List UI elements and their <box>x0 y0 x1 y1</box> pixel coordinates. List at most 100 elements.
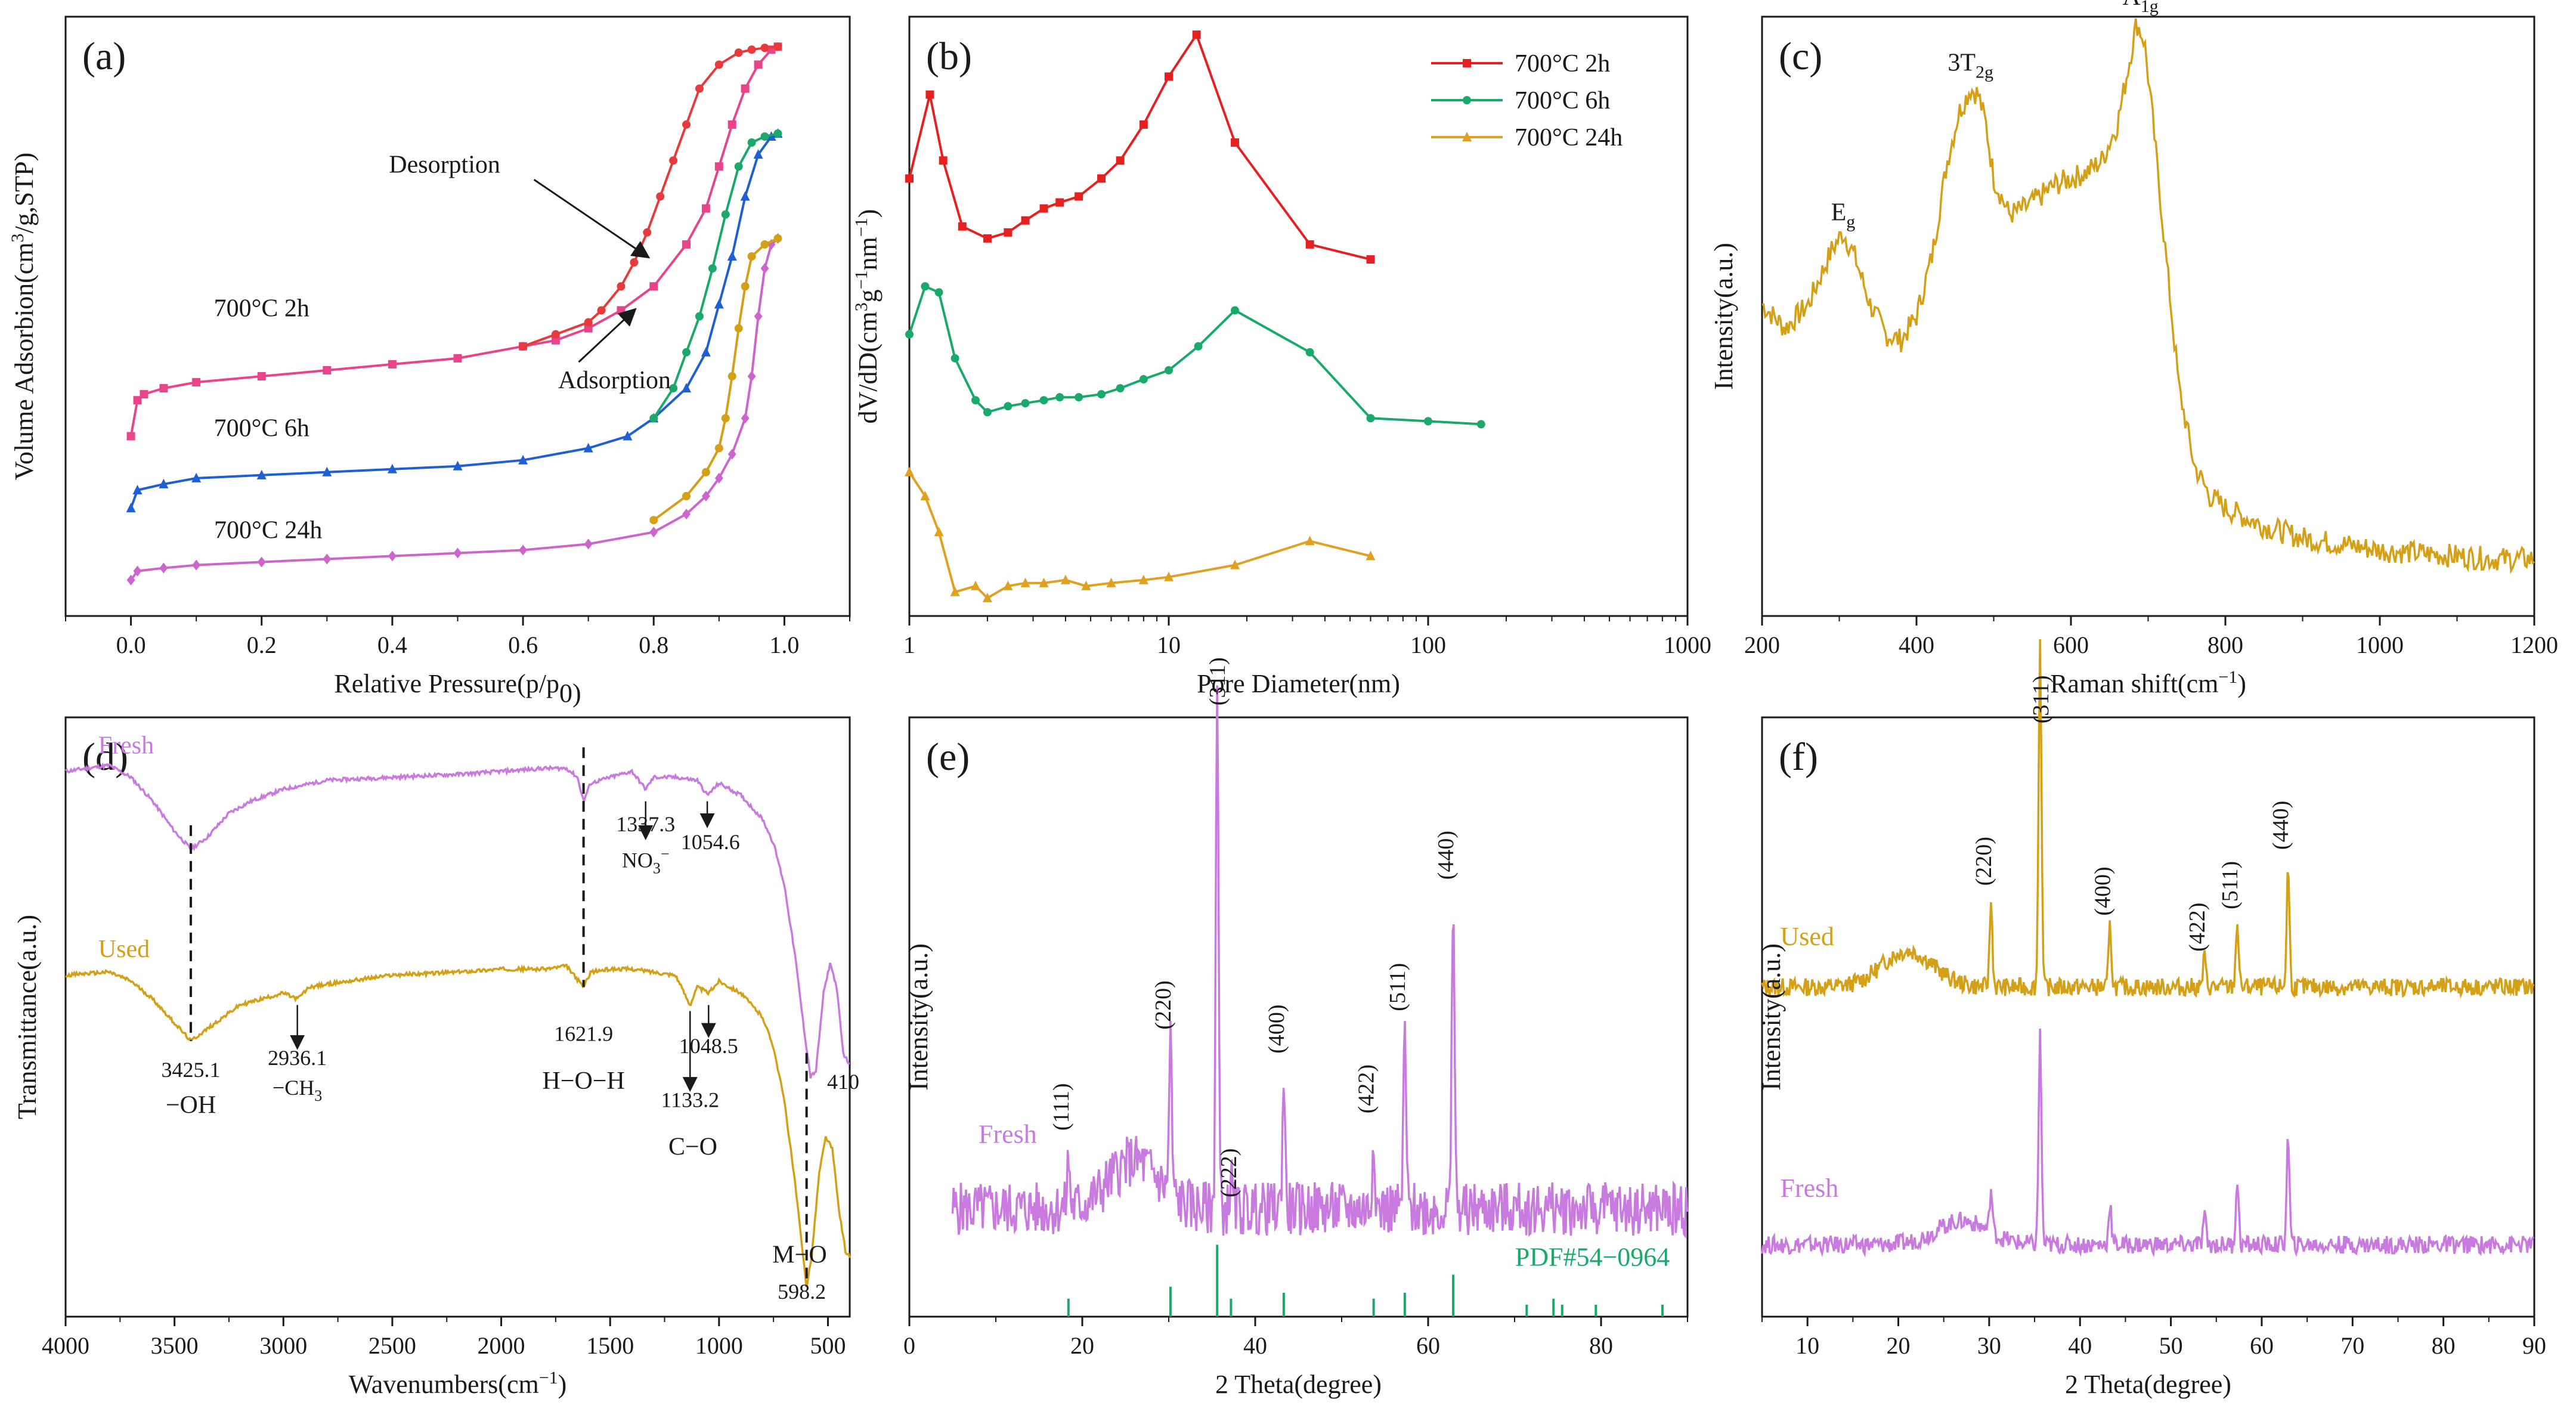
panel-d: 4000 3500 3000 2500 2000 1500 1000 500(d)Wavenu… <box>13 716 859 1399</box>
x-axis-label: 2 Theta(degree) <box>1215 1370 1382 1399</box>
series-700-c-2h-adsorption <box>126 42 782 441</box>
annotation: 1048.5 <box>679 1034 738 1058</box>
data-point <box>643 228 652 237</box>
x-tick-label: 40 <box>1243 1332 1267 1359</box>
data-point <box>1004 402 1013 411</box>
data-point <box>1305 240 1314 249</box>
x-tick-label: 80 <box>1589 1332 1613 1359</box>
annotation: 410 <box>827 1070 859 1094</box>
panel-f: 10 20 30 40 50 60 70 80 90 (f) 2 Theta(degree) Inte… <box>1757 639 2546 1399</box>
data-point <box>760 44 769 52</box>
data-point <box>1060 574 1070 584</box>
data-point <box>1075 192 1083 201</box>
x-axis-label: Wavenumbers(cm−1) <box>349 1368 567 1399</box>
data-point <box>1139 375 1148 384</box>
peak-label: 3T2g <box>1948 49 1993 82</box>
data-point <box>126 503 136 513</box>
data-point <box>1021 216 1030 225</box>
data-point <box>753 149 763 159</box>
peak-label: A1g <box>2122 0 2158 16</box>
data-point <box>584 538 593 550</box>
series-fresh <box>1761 1028 2535 1258</box>
data-point <box>1165 366 1173 374</box>
peak-index-label: (220) <box>1151 980 1176 1029</box>
peak-index-label: (422) <box>2185 903 2210 952</box>
data-point <box>747 45 756 54</box>
annotation: C−O <box>668 1134 717 1161</box>
annotation: H−O−H <box>542 1067 624 1095</box>
data-point <box>551 336 560 345</box>
x-axis-label: Raman shift(cm−1) <box>2050 667 2246 698</box>
data-point <box>905 466 914 476</box>
annotation: −CH3 <box>273 1076 322 1104</box>
data-point <box>983 408 992 417</box>
x-tick-label: 600 <box>2053 631 2089 658</box>
peak-index-label: (400) <box>1264 1004 1289 1053</box>
x-tick-label: 40 <box>2068 1332 2092 1359</box>
data-point <box>1165 72 1173 81</box>
data-point <box>958 222 967 231</box>
data-point <box>519 342 528 351</box>
data-point <box>714 162 723 171</box>
panel-b: 1 10 100 1000 (b) Pore Diameter(nm) dV/dD(cm3g… <box>852 16 1711 698</box>
x-tick-label: 80 <box>2432 1332 2456 1359</box>
data-point <box>905 330 914 339</box>
x-tick-label: 90 <box>2522 1332 2546 1359</box>
data-point <box>323 366 332 374</box>
data-point <box>518 454 528 465</box>
data-point <box>939 156 948 165</box>
x-tick-label: 1 <box>903 631 915 658</box>
annotation: PDF#54−0964 <box>1515 1243 1670 1272</box>
data-point <box>1424 417 1432 426</box>
data-point <box>649 414 658 423</box>
data-point <box>760 240 769 249</box>
series-700-c-6h-desorption <box>649 129 782 423</box>
data-point <box>701 491 710 502</box>
data-point <box>192 559 201 571</box>
data-point <box>695 84 704 93</box>
data-point <box>920 491 930 500</box>
data-point <box>159 384 168 393</box>
annotation: Fresh <box>979 1120 1037 1149</box>
data-point <box>669 384 678 393</box>
data-point <box>734 162 743 171</box>
data-point <box>1055 198 1064 207</box>
peak-index-label: (222) <box>1216 1149 1241 1197</box>
data-point <box>747 371 756 382</box>
data-point <box>1075 393 1083 402</box>
x-tick-label: 1000 <box>1664 631 1711 658</box>
plot-frame <box>64 716 851 1318</box>
x-axis-label: 2 Theta(degree) <box>2065 1370 2231 1399</box>
data-point <box>714 299 724 309</box>
panel-label: (a) <box>82 35 126 78</box>
data-point <box>1003 580 1013 590</box>
data-point <box>159 562 168 574</box>
x-tick-label: 1500 <box>586 1332 634 1359</box>
series-used <box>65 963 851 1286</box>
x-tick-label: 50 <box>2159 1332 2183 1359</box>
data-point <box>1097 174 1106 183</box>
data-point <box>649 527 658 538</box>
x-tick-label: 4000 <box>42 1332 89 1359</box>
x-tick-label: 0.6 <box>508 631 538 658</box>
data-point <box>740 191 750 201</box>
peak-index-label: (511) <box>2218 861 2243 909</box>
annotation: M−O <box>772 1242 826 1269</box>
x-tick-label: 10 <box>1795 1332 1819 1359</box>
legend-label: 700°C 6h <box>1515 87 1610 114</box>
data-point <box>126 432 135 441</box>
annotation: 2936.1 <box>268 1046 327 1070</box>
annotation: NO3− <box>622 845 670 877</box>
data-point <box>1039 204 1048 213</box>
data-point <box>1021 399 1030 408</box>
series-fresh <box>64 762 850 1079</box>
x-tick-label: 1200 <box>2510 631 2558 658</box>
data-point <box>1462 132 1472 141</box>
annotation: 1621.9 <box>554 1022 613 1046</box>
data-point <box>388 550 397 562</box>
plot-frame <box>1761 716 2535 1318</box>
data-point <box>727 251 737 261</box>
series-line <box>129 132 779 509</box>
data-point <box>257 556 266 568</box>
